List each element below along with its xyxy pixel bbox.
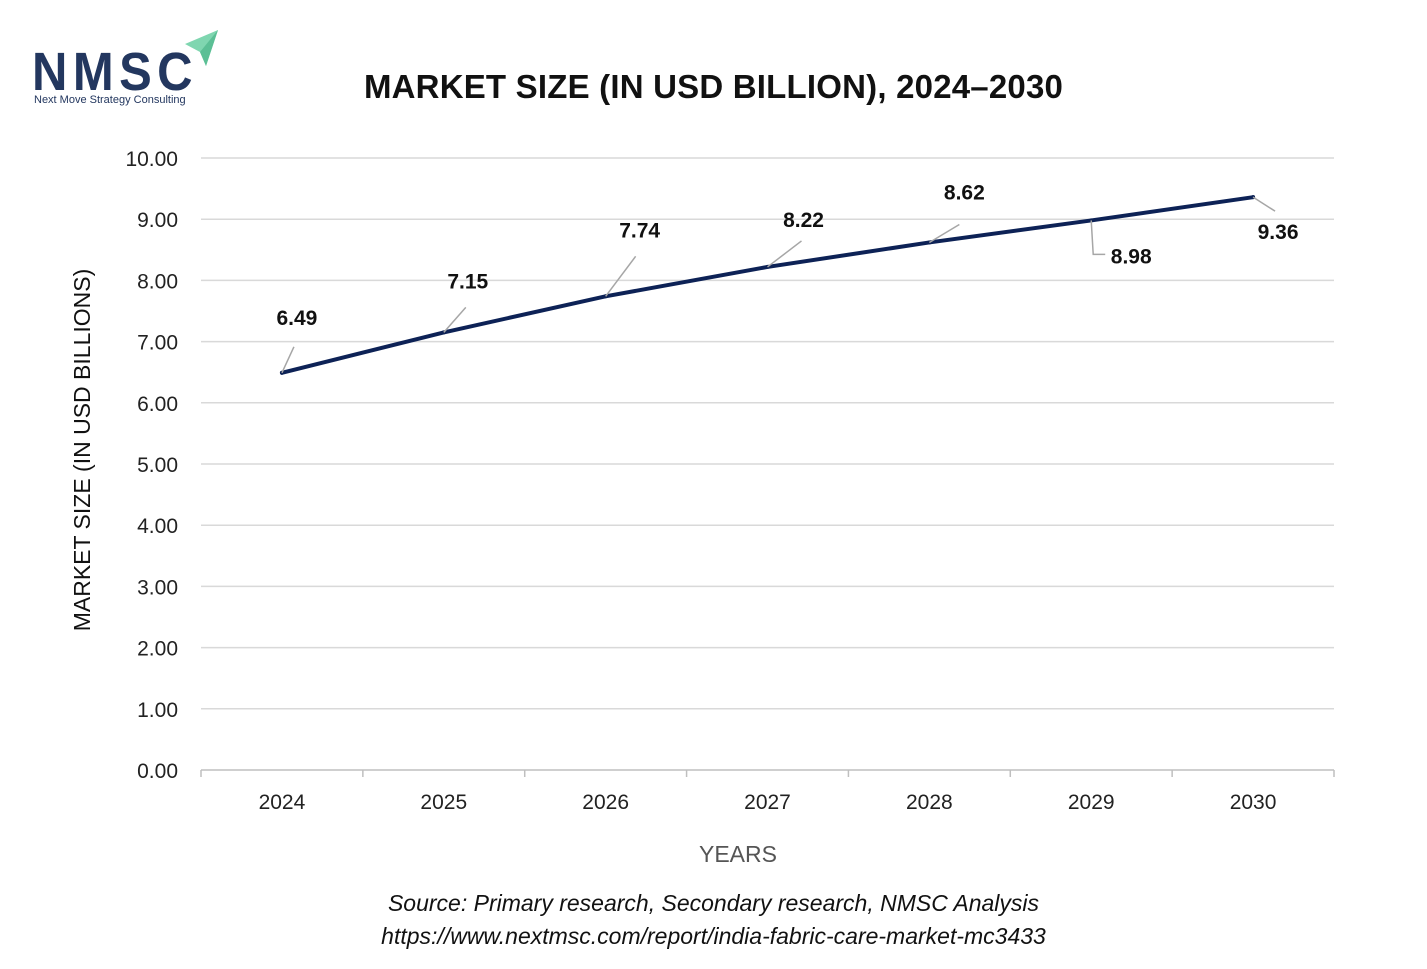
x-tick-label: 2026 [582, 791, 629, 814]
data-label-leader [281, 346, 295, 374]
source-note: Source: Primary research, Secondary rese… [387, 890, 1040, 916]
logo-tagline: Next Move Strategy Consulting [34, 94, 186, 106]
y-tick-label: 3.00 [137, 576, 178, 599]
x-tick-label: 2024 [259, 791, 306, 814]
data-label: 9.36 [1258, 221, 1299, 244]
y-tick-label: 7.00 [137, 332, 178, 355]
x-tick-label: 2025 [420, 791, 467, 814]
y-tick-label: 5.00 [137, 454, 178, 477]
data-label: 8.62 [944, 181, 985, 204]
y-tick-label: 1.00 [137, 699, 178, 722]
data-label-leader [767, 240, 802, 268]
report-url: https://www.nextmsc.com/report/india-fab… [381, 923, 1046, 949]
data-label: 7.15 [447, 270, 488, 293]
data-label-leader [928, 223, 960, 244]
data-label-leader [1090, 220, 1106, 256]
y-tick-label: 2.00 [137, 638, 178, 661]
y-tick-label: 0.00 [137, 760, 178, 783]
arrow-logo-icon: NMSC [32, 30, 218, 102]
x-tick-label: 2028 [906, 791, 953, 814]
data-label: 7.74 [619, 219, 660, 242]
nmsc-logo: NMSC Next Move Strategy Consulting [30, 26, 230, 110]
y-tick-label: 10.00 [125, 148, 178, 171]
data-label: 8.98 [1111, 245, 1152, 268]
y-tick-label: 6.00 [137, 393, 178, 416]
y-axis-label: MARKET SIZE (IN USD BILLIONS) [69, 269, 95, 632]
data-label-leader [443, 306, 467, 333]
x-tick-label: 2029 [1068, 791, 1115, 814]
y-tick-label: 4.00 [137, 515, 178, 538]
data-label-leader [1252, 196, 1276, 212]
y-tick-label: 8.00 [137, 270, 178, 293]
x-tick-label: 2030 [1230, 791, 1277, 814]
data-label: 8.22 [783, 209, 824, 232]
x-axis-label: YEARS [699, 841, 777, 867]
y-tick-label: 9.00 [137, 209, 178, 232]
x-tick-label: 2027 [744, 791, 791, 814]
chart-title: MARKET SIZE (IN USD BILLION), 2024–2030 [363, 68, 1064, 105]
data-label: 6.49 [276, 307, 317, 330]
series-line [279, 195, 1256, 375]
svg-text:NMSC: NMSC [32, 42, 198, 102]
data-label-leader [605, 255, 637, 297]
